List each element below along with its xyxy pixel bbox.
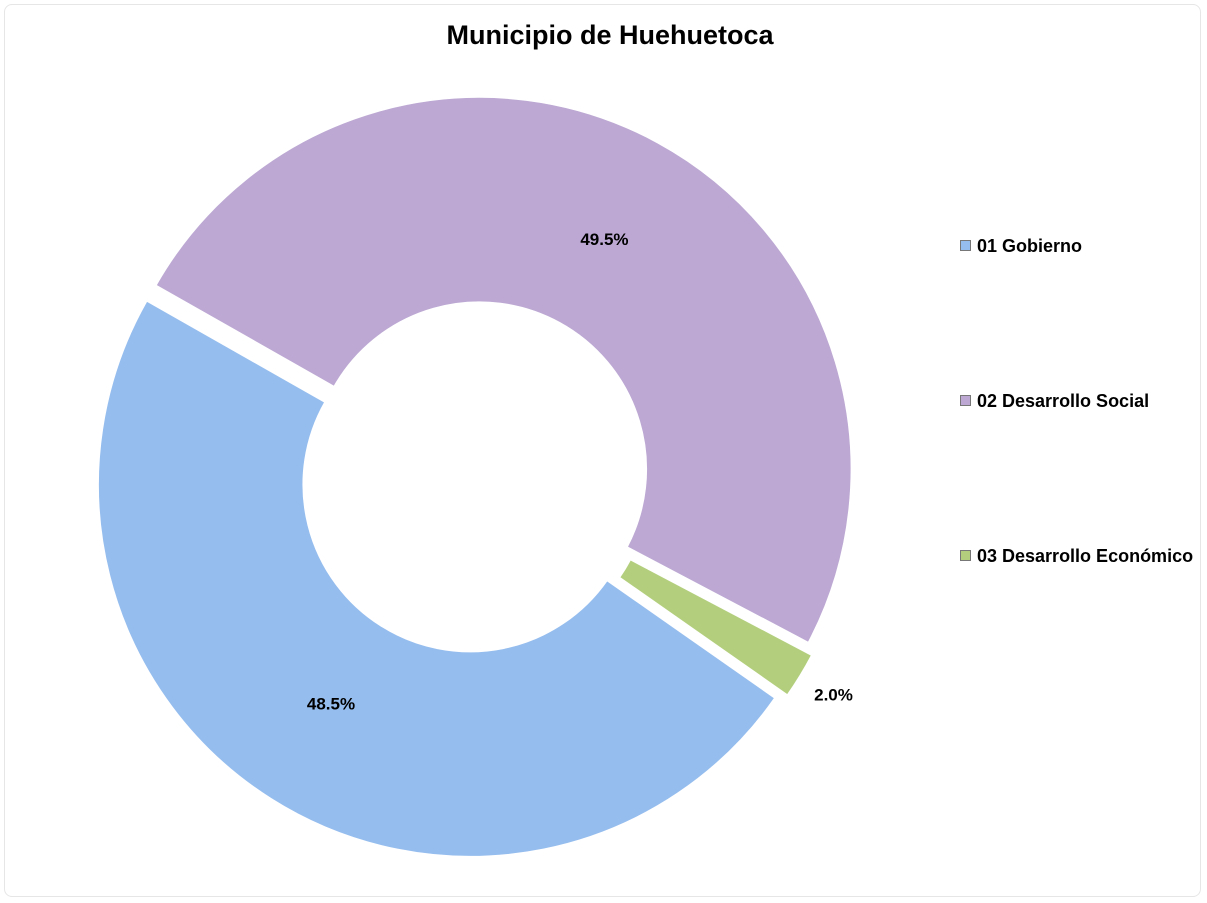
legend-item: 01 Gobierno [960, 235, 1202, 257]
data-label: 48.5% [307, 694, 355, 713]
legend-label: 01 Gobierno [977, 236, 1083, 256]
doughnut-segment [154, 96, 853, 644]
legend-swatch [960, 550, 971, 561]
chart-title: Municipio de Huehuetoca [446, 20, 774, 50]
legend-label: 03 Desarrollo Económico [977, 546, 1194, 566]
legend-swatch [960, 395, 971, 406]
data-label: 2.0% [814, 685, 853, 704]
legend-swatch [960, 240, 971, 251]
doughnut-segment [618, 558, 813, 697]
legend-item: 03 Desarrollo Económico [960, 545, 1202, 567]
legend-item: 02 Desarrollo Social [960, 390, 1202, 412]
chart-frame [4, 4, 1201, 897]
legend-label: 02 Desarrollo Social [977, 391, 1150, 411]
doughnut-segment [97, 299, 776, 858]
data-label: 49.5% [580, 230, 628, 249]
